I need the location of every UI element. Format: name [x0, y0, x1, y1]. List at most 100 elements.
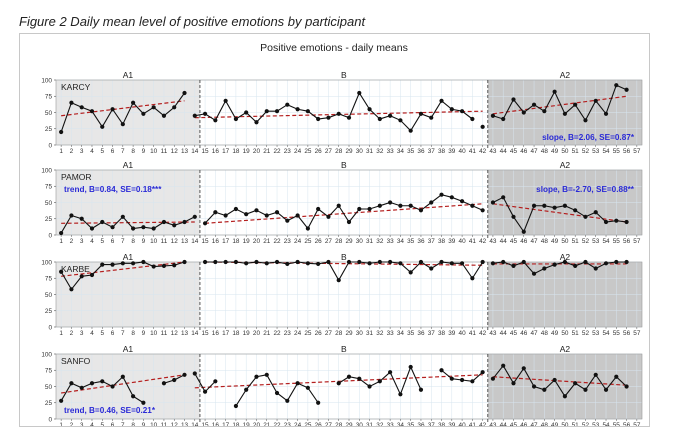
- data-point: [501, 195, 506, 200]
- data-point: [254, 374, 259, 379]
- x-tick-label: 2: [70, 330, 74, 337]
- x-tick-label: 5: [100, 238, 104, 245]
- x-tick-label: 1: [59, 148, 63, 155]
- x-tick-label: 40: [459, 422, 467, 426]
- x-tick-label: 8: [131, 238, 135, 245]
- x-tick-label: 34: [397, 238, 405, 245]
- participant-label: SANFO: [61, 356, 91, 366]
- data-point: [511, 97, 516, 102]
- data-point: [346, 219, 352, 225]
- y-tick-label: 75: [45, 94, 53, 101]
- x-tick-label: 49: [551, 238, 559, 245]
- data-point: [583, 118, 588, 123]
- data-point: [202, 259, 208, 265]
- chart-title: Positive emotions - daily means: [260, 42, 408, 54]
- series-line: [204, 194, 483, 230]
- data-point: [357, 90, 362, 96]
- data-point: [398, 261, 403, 266]
- x-tick-label: 38: [438, 422, 446, 426]
- x-tick-label: 6: [111, 330, 115, 337]
- data-point: [274, 390, 280, 396]
- x-tick-label: 29: [345, 148, 353, 155]
- data-point: [141, 111, 146, 116]
- x-tick-label: 31: [366, 238, 374, 245]
- x-tick-label: 15: [202, 330, 210, 337]
- data-point: [131, 394, 136, 399]
- series-line: [492, 84, 627, 122]
- data-point: [131, 100, 136, 105]
- x-tick-label: 1: [59, 330, 63, 337]
- x-tick-label: 41: [469, 148, 477, 155]
- x-tick-label: 12: [171, 148, 179, 155]
- data-point: [172, 223, 177, 228]
- x-tick-label: 26: [315, 148, 323, 155]
- trend-line: [61, 374, 185, 394]
- data-point: [172, 105, 177, 110]
- x-tick-label: 33: [387, 422, 395, 426]
- x-tick-label: 57: [633, 330, 641, 337]
- x-tick-label: 3: [80, 422, 84, 426]
- data-point: [182, 219, 187, 225]
- x-tick-label: 53: [592, 330, 600, 337]
- x-tick-label: 45: [510, 330, 518, 337]
- data-point: [418, 387, 424, 392]
- x-tick-label: 24: [294, 330, 302, 337]
- x-tick-label: 52: [582, 148, 590, 155]
- x-tick-label: 10: [150, 422, 158, 426]
- data-point: [69, 381, 74, 386]
- data-point: [274, 109, 280, 114]
- x-tick-label: 32: [376, 148, 384, 155]
- y-tick-label: 100: [41, 167, 52, 174]
- x-tick-label: 11: [161, 238, 168, 245]
- y-tick-label: 0: [48, 324, 52, 331]
- y-tick-label: 0: [48, 142, 52, 149]
- data-point: [316, 206, 321, 212]
- data-point: [305, 385, 310, 390]
- x-tick-label: 11: [161, 148, 168, 155]
- data-point: [408, 203, 413, 208]
- data-point: [562, 394, 567, 399]
- x-tick-label: 52: [582, 330, 590, 337]
- x-tick-label: 25: [304, 148, 312, 155]
- x-tick-label: 32: [376, 422, 384, 426]
- annotation-text: trend, B=0.46, SE=0.21*: [64, 406, 156, 415]
- phase-label-a1: A1: [123, 70, 134, 80]
- data-point: [480, 124, 485, 129]
- x-tick-label: 6: [111, 422, 115, 426]
- x-tick-label: 57: [633, 238, 641, 245]
- data-point: [449, 107, 454, 112]
- x-tick-label: 55: [613, 330, 621, 337]
- data-point: [336, 203, 341, 208]
- x-tick-label: 16: [212, 238, 220, 245]
- data-point: [531, 271, 537, 276]
- data-point: [223, 98, 228, 103]
- y-tick-label: 25: [45, 308, 53, 315]
- data-point: [583, 387, 588, 392]
- x-tick-label: 24: [294, 422, 302, 426]
- data-point: [346, 259, 352, 265]
- x-tick-label: 50: [561, 330, 569, 337]
- data-point: [244, 261, 249, 266]
- x-tick-label: 16: [212, 422, 220, 426]
- figure-caption: Figure 2 Daily mean level of positive em…: [19, 14, 366, 29]
- x-tick-label: 56: [623, 422, 631, 426]
- annotation-text: trend, B=0.84, SE=0.18***: [64, 185, 162, 194]
- data-point: [120, 214, 125, 219]
- data-point: [562, 203, 567, 208]
- x-tick-label: 17: [222, 330, 230, 337]
- x-tick-label: 43: [489, 330, 497, 337]
- y-tick-label: 50: [45, 200, 53, 207]
- x-tick-label: 21: [263, 238, 271, 245]
- x-tick-label: 8: [131, 422, 135, 426]
- x-tick-label: 30: [356, 330, 364, 337]
- x-tick-label: 13: [181, 422, 189, 426]
- phase-label-b: B: [341, 344, 347, 354]
- data-point: [521, 366, 526, 371]
- x-tick-label: 39: [448, 148, 456, 155]
- data-point: [562, 259, 567, 265]
- x-tick-label: 50: [561, 238, 569, 245]
- x-tick-label: 2: [70, 148, 74, 155]
- data-point: [213, 118, 218, 123]
